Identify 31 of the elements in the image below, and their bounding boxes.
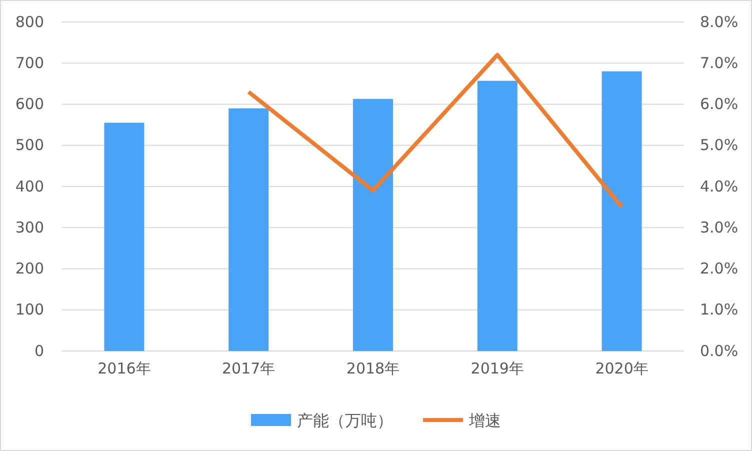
- y2-tick-label: 0.0%: [700, 342, 738, 360]
- y-tick-label: 600: [15, 95, 44, 114]
- y-tick-label: 500: [15, 136, 44, 154]
- x-tick-label: 2017年: [222, 360, 276, 378]
- x-tick-label: 2018年: [346, 360, 400, 378]
- y2-tick-label: 3.0%: [700, 218, 738, 236]
- y-tick-label: 400: [15, 177, 44, 196]
- y-tick-label: 100: [15, 300, 44, 319]
- y-tick-label: 0: [34, 342, 44, 360]
- y-tick-label: 300: [15, 218, 44, 236]
- y-tick-label: 700: [15, 54, 44, 72]
- bar: [477, 80, 518, 351]
- bar: [353, 98, 393, 351]
- y2-tick-label: 2.0%: [700, 260, 738, 278]
- legend-label: 产能（万吨）: [297, 411, 393, 430]
- y-tick-label: 800: [15, 12, 44, 31]
- bar: [228, 108, 269, 351]
- x-tick-label: 2019年: [470, 360, 524, 378]
- y2-tick-label: 7.0%: [700, 54, 738, 72]
- y2-tick-label: 8.0%: [700, 12, 738, 31]
- bar: [602, 71, 642, 351]
- y2-tick-label: 6.0%: [700, 95, 738, 114]
- bar: [104, 122, 144, 351]
- y2-tick-label: 1.0%: [700, 300, 738, 319]
- x-tick-label: 2020年: [595, 360, 648, 378]
- y2-tick-label: 5.0%: [700, 136, 738, 154]
- legend-label: 增速: [468, 411, 501, 430]
- y-tick-label: 200: [15, 260, 44, 278]
- x-tick-label: 2016年: [98, 360, 151, 378]
- y2-tick-label: 4.0%: [700, 177, 738, 196]
- line-series: [246, 52, 624, 210]
